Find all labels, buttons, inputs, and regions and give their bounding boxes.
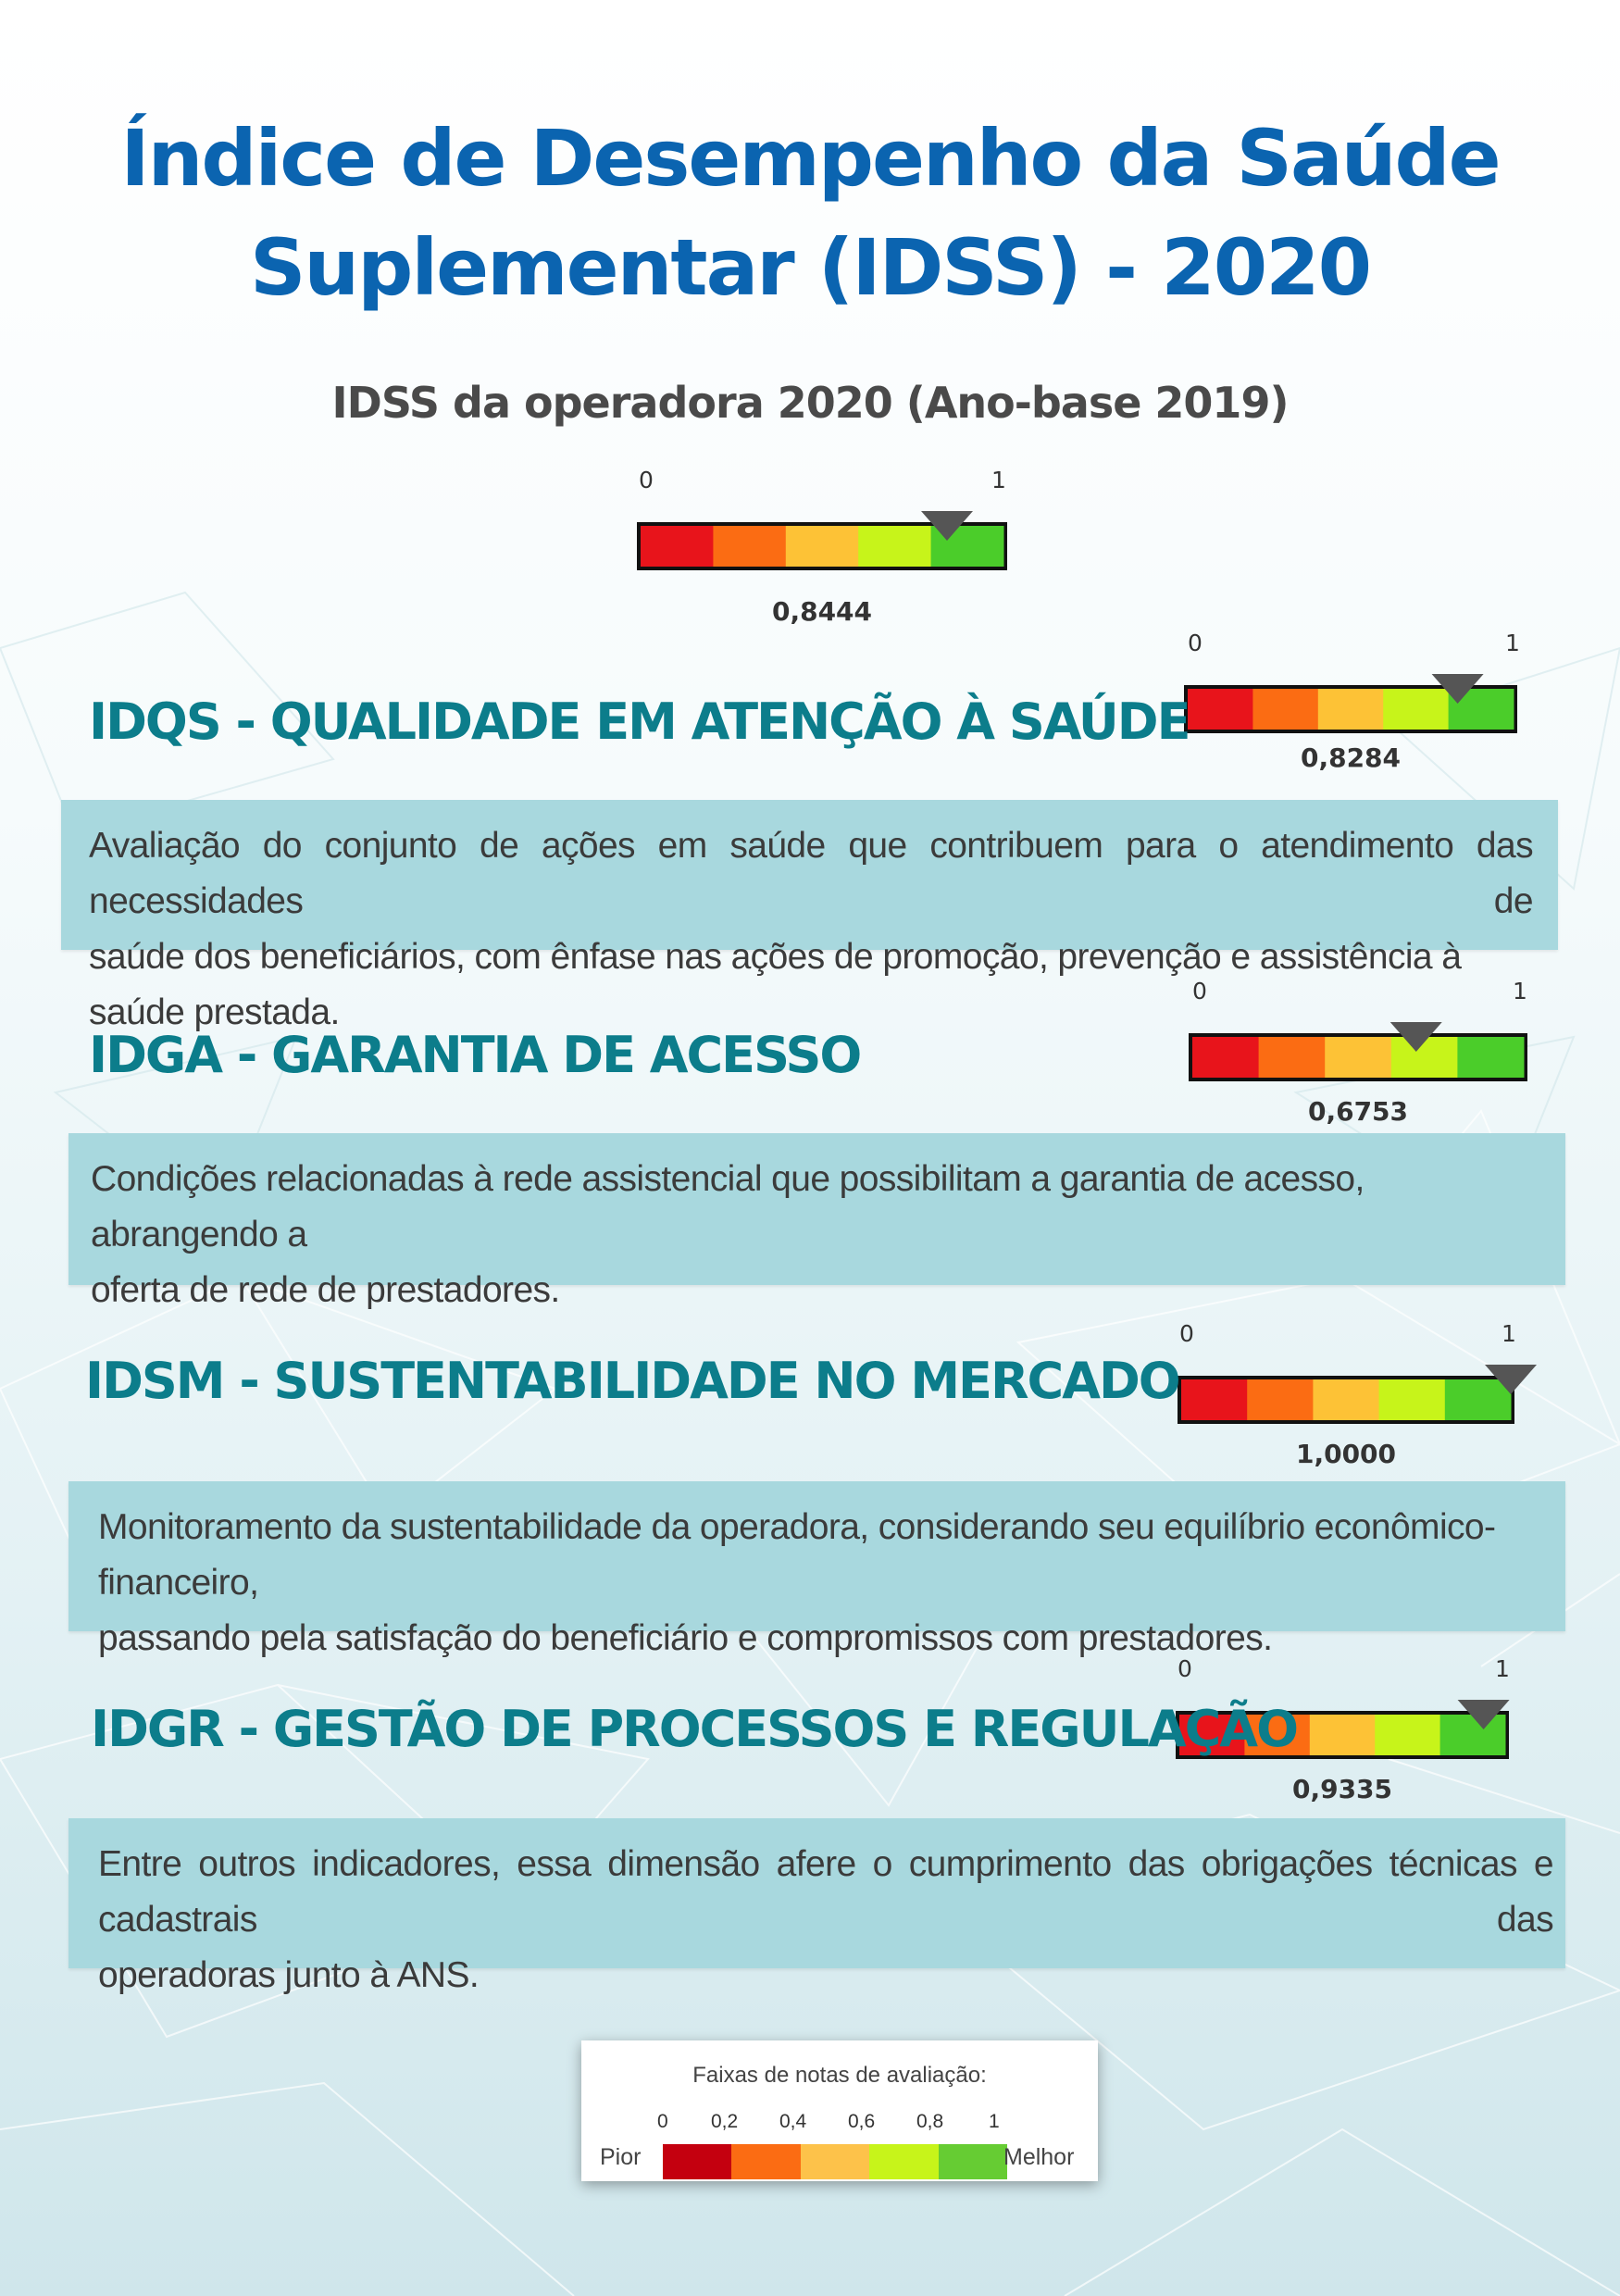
gauge-marker	[921, 511, 974, 541]
gauge-band	[1375, 1715, 1441, 1755]
legend-band	[731, 2144, 801, 2179]
gauge-value: 0,9335	[1291, 1774, 1393, 1804]
gauge-value: 0,8284	[1300, 742, 1402, 773]
gauge-min-label: 0	[1178, 1655, 1192, 1682]
gauge-bar	[637, 511, 1007, 570]
idgr-description-line2: operadoras junto à ANS.	[98, 1955, 480, 1995]
gauge-band	[1378, 1379, 1446, 1420]
idqs-title: IDQS - QUALIDADE EM ATENÇÃO À SAÚDE	[89, 693, 1190, 751]
idqs-description-line1: Avaliação do conjunto de ações em saúde …	[89, 826, 1534, 921]
idqs-description: Avaliação do conjunto de ações em saúde …	[89, 818, 1534, 1041]
gauge-band	[1179, 1715, 1245, 1755]
idqs-description-box: Avaliação do conjunto de ações em saúde …	[61, 800, 1558, 1032]
gauge-max-label: 1	[1505, 630, 1520, 656]
page-title-line1: Índice de Desempenho da Saúde	[120, 113, 1501, 204]
gauge-min-label: 0	[639, 467, 654, 493]
gauge-band	[785, 526, 859, 567]
legend-panel: Faixas de notas de avaliação: 0 0,2 0,4 …	[581, 2040, 1098, 2181]
gauge-bar	[1178, 1365, 1537, 1424]
page-title-line2: Suplementar (IDSS) - 2020	[249, 222, 1372, 313]
gauge-band	[1192, 1037, 1260, 1078]
legend-band	[663, 2144, 732, 2179]
legend-tick: 0,4	[779, 2111, 807, 2132]
idsm-description-line2: passando pela satisfação do beneficiário…	[98, 1618, 1273, 1658]
idqs-description-line2: saúde dos beneficiários, com ênfase nas …	[89, 937, 1462, 1032]
legend-tick: 0,8	[916, 2111, 944, 2132]
gauge-band	[1325, 1037, 1392, 1078]
overall-subtitle: IDSS da operadora 2020 (Ano-base 2019)	[331, 378, 1290, 428]
legend-tick: 0,2	[711, 2111, 739, 2132]
idgr-title: IDGR - GESTÃO DE PROCESSOS E REGULAÇÃO	[91, 1700, 1299, 1758]
gauge-band	[1390, 1037, 1458, 1078]
gauge-band	[641, 526, 714, 567]
gauge-band	[1252, 689, 1319, 730]
gauge-band	[858, 526, 932, 567]
gauge-value: 0,8444	[771, 596, 873, 627]
gauge-min-label: 0	[1192, 978, 1207, 1004]
gauge-band	[713, 526, 787, 567]
gauge-band	[1317, 689, 1384, 730]
gauge-max-label: 1	[991, 467, 1006, 493]
idsm-description-box: Monitoramento da sustentabilidade da ope…	[69, 1481, 1565, 1658]
legend-color-scale	[663, 2144, 1008, 2179]
legend-band	[800, 2144, 870, 2179]
gauge-marker	[1485, 1365, 1537, 1394]
idgr-description: Entre outros indicadores, essa dimensão …	[98, 1837, 1554, 2003]
gauge-max-label: 1	[1502, 1320, 1516, 1347]
idga-description-line2: oferta de rede de prestadores.	[91, 1270, 560, 1310]
gauge-marker	[1457, 1700, 1510, 1729]
gauge-band	[1309, 1715, 1376, 1755]
idgr-description-line1: Entre outros indicadores, essa dimensão …	[98, 1844, 1554, 1940]
gauge-band	[1439, 1715, 1506, 1755]
gauge-band	[1383, 689, 1450, 730]
gauge-value: 1,0000	[1295, 1439, 1397, 1469]
idgr-description-box: Entre outros indicadores, essa dimensão …	[69, 1818, 1565, 1995]
legend-title: Faixas de notas de avaliação:	[692, 2063, 987, 2088]
gauge-marker	[1431, 674, 1484, 704]
gauge-value: 0,6753	[1307, 1096, 1409, 1127]
idsm-description-line1: Monitoramento da sustentabilidade da ope…	[98, 1507, 1496, 1603]
legend-worst-label: Pior	[600, 2144, 642, 2170]
idsm-description: Monitoramento da sustentabilidade da ope…	[98, 1500, 1553, 1666]
gauge-marker	[1389, 1022, 1442, 1052]
gauge-min-label: 0	[1179, 1320, 1194, 1347]
legend-band	[938, 2144, 1008, 2179]
legend-band	[869, 2144, 939, 2179]
idga-description-box: Condições relacionadas à rede assistenci…	[69, 1133, 1565, 1310]
gauge-band	[1444, 1379, 1512, 1420]
legend-best-label: Melhor	[1003, 2144, 1075, 2170]
gauge-band	[1247, 1379, 1314, 1420]
gauge-bar	[1189, 1022, 1527, 1081]
idga-description-line1: Condições relacionadas à rede assistenci…	[91, 1159, 1365, 1254]
gauge-bar	[1184, 674, 1517, 733]
legend-tick: 0,6	[848, 2111, 876, 2132]
legend-tick: 0	[657, 2111, 668, 2132]
gauge-band	[1457, 1037, 1525, 1078]
gauge-min-label: 0	[1188, 630, 1203, 656]
gauge-max-label: 1	[1495, 1655, 1510, 1682]
gauge-band	[1244, 1715, 1311, 1755]
gauge-band	[1188, 689, 1253, 730]
gauge-band	[1181, 1379, 1248, 1420]
gauge-band	[1313, 1379, 1380, 1420]
idga-description: Condições relacionadas à rede assistenci…	[91, 1152, 1544, 1318]
legend-tick: 1	[989, 2111, 1000, 2132]
idga-title: IDGA - GARANTIA DE ACESSO	[89, 1026, 862, 1084]
gauge-band	[1258, 1037, 1326, 1078]
gauge-bar	[1176, 1700, 1510, 1759]
idsm-title: IDSM - SUSTENTABILIDADE NO MERCADO	[85, 1352, 1181, 1410]
gauge-max-label: 1	[1513, 978, 1527, 1004]
